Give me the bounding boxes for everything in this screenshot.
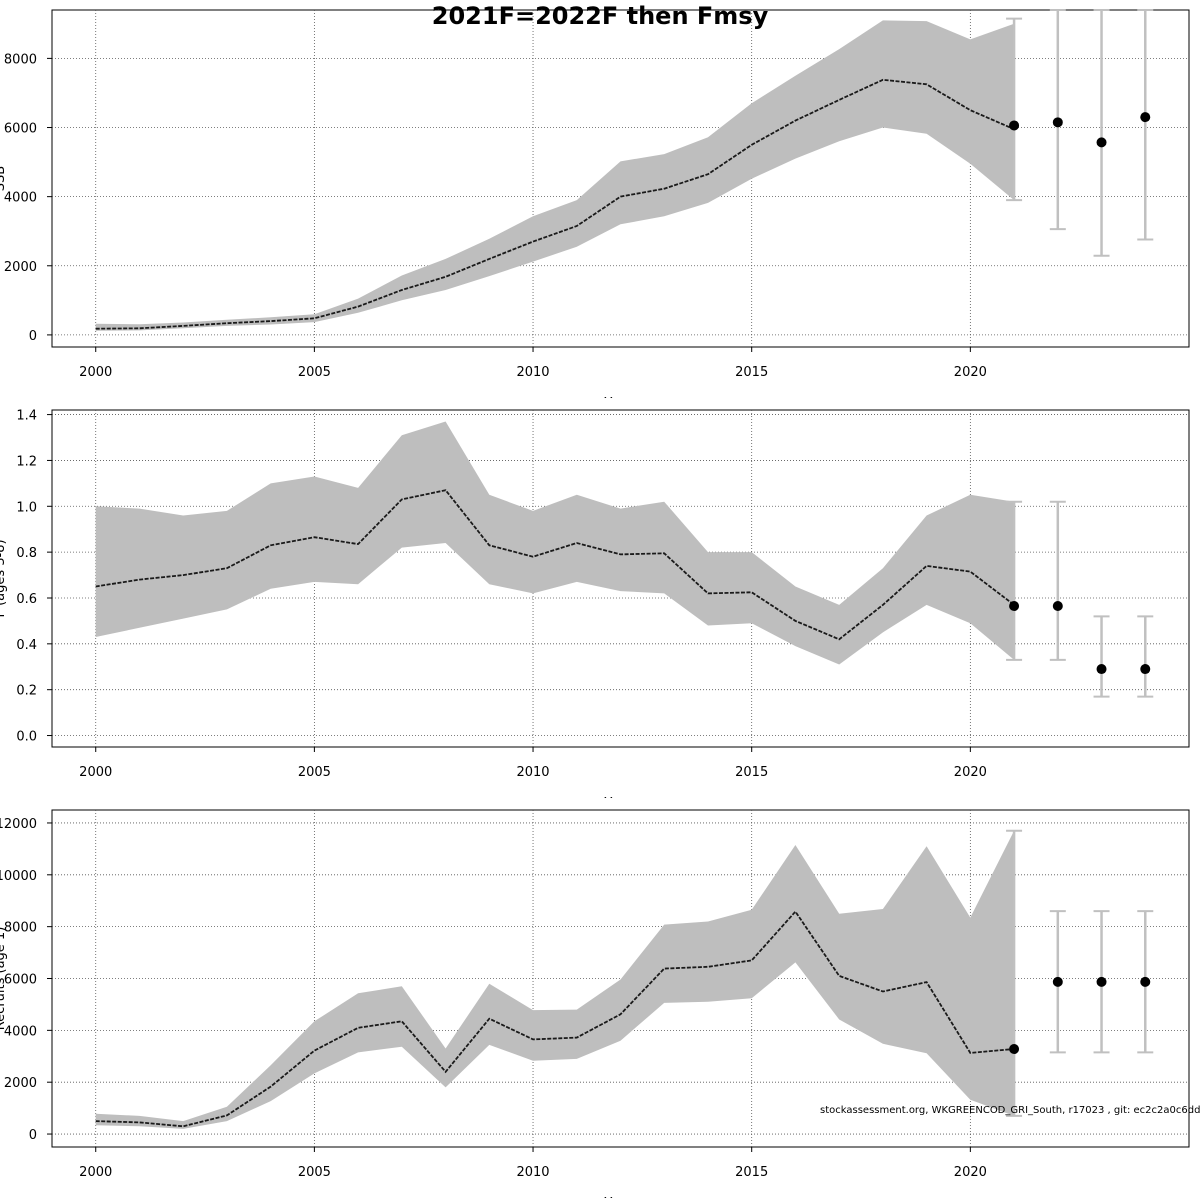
forecast-point <box>1096 137 1107 148</box>
x-tick-label: 2015 <box>735 765 768 780</box>
y-tick-label: 4000 <box>4 1024 37 1039</box>
forecast-point <box>1096 664 1107 675</box>
y-tick-label: 6000 <box>4 122 37 137</box>
confidence-band <box>95 20 1015 331</box>
y-axis-label: SSB <box>0 166 8 191</box>
estimate-line <box>95 78 1015 330</box>
plot-frame <box>51 9 1190 348</box>
x-tick-label: 2010 <box>516 765 549 780</box>
chart-panel-2: 2000 2005 2010 2015 2020 0.0 0.2 0.4 0.6 0.8 1.0 1.… <box>0 409 1190 811</box>
x-tick-label: 2020 <box>954 365 987 380</box>
x-tick-label: 2020 <box>954 765 987 780</box>
forecast-point <box>1052 117 1063 128</box>
y-tick-label: 0 <box>29 1128 37 1143</box>
forecast-point <box>1140 976 1151 987</box>
y-axis-label: F (ages 3-8) <box>0 539 8 617</box>
x-tick-label: 2005 <box>298 1165 331 1180</box>
plot-frame <box>51 409 1190 748</box>
confidence-band <box>95 830 1015 1129</box>
estimate-line <box>95 489 1015 641</box>
x-tick-label: 2015 <box>735 1165 768 1180</box>
y-tick-label: 6000 <box>4 973 37 988</box>
y-tick-label: 2000 <box>4 260 37 275</box>
y-tick-label: 12000 <box>0 817 37 832</box>
x-tick-label: 2010 <box>516 365 549 380</box>
forecast-point <box>1140 112 1151 123</box>
x-axis-label: Years <box>603 1196 639 1200</box>
forecast-point <box>1052 976 1063 987</box>
y-axis-label: Recruits (age 1) <box>0 927 8 1031</box>
x-tick-label: 2005 <box>298 365 331 380</box>
x-tick-label: 2000 <box>79 365 112 380</box>
y-tick-label: 0.8 <box>16 546 37 561</box>
forecast-point <box>1009 120 1020 131</box>
forecast-point <box>1140 664 1151 675</box>
forecast-point <box>1052 601 1063 612</box>
y-tick-label: 0.2 <box>16 684 37 699</box>
x-tick-label: 2000 <box>79 1165 112 1180</box>
footer-credit: stockassessment.org, WKGREENCOD_GRI_Sout… <box>820 1105 1200 1116</box>
y-tick-label: 8000 <box>4 52 37 67</box>
x-tick-label: 2015 <box>735 365 768 380</box>
y-tick-label: 10000 <box>0 869 37 884</box>
y-tick-label: 1.4 <box>16 409 37 424</box>
x-tick-label: 2010 <box>516 1165 549 1180</box>
y-tick-label: 0 <box>29 329 37 344</box>
chart-panel-3: 2000 2005 2010 2015 2020 0 2000 4000 6000 8000 100… <box>0 809 1190 1200</box>
estimate-line <box>95 910 1015 1128</box>
forecast-point <box>1096 976 1107 987</box>
forecast-point <box>1009 1044 1020 1055</box>
confidence-band <box>95 421 1015 665</box>
x-axis-label: Years <box>603 796 639 811</box>
y-tick-label: 2000 <box>4 1076 37 1091</box>
y-tick-label: 1.0 <box>16 500 37 515</box>
x-tick-label: 2000 <box>79 765 112 780</box>
x-axis-label: Years <box>603 396 639 411</box>
y-tick-label: 4000 <box>4 191 37 206</box>
x-tick-label: 2005 <box>298 765 331 780</box>
forecast-point <box>1009 601 1020 612</box>
y-tick-label: 8000 <box>4 921 37 936</box>
y-tick-label: 1.2 <box>16 454 37 469</box>
y-tick-label: 0.6 <box>16 592 37 607</box>
y-tick-label: 0.4 <box>16 638 37 653</box>
y-tick-label: 0.0 <box>16 730 37 745</box>
x-tick-label: 2020 <box>954 1165 987 1180</box>
chart-panel-1: 2000 2005 2010 2015 2020 0 2000 4000 6000 8000 Yea… <box>0 9 1190 411</box>
chart-title: 2021F=2022F then Fmsy <box>432 2 769 30</box>
